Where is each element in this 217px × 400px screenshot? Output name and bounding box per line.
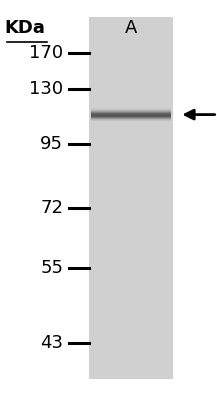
Bar — [91, 116, 171, 117]
Bar — [91, 120, 171, 121]
Text: 72: 72 — [40, 199, 63, 217]
Bar — [91, 109, 171, 110]
Bar — [91, 115, 171, 116]
Bar — [91, 119, 171, 120]
Bar — [91, 112, 171, 113]
Text: 55: 55 — [40, 258, 63, 276]
Bar — [91, 111, 171, 112]
Text: 170: 170 — [29, 44, 63, 62]
Bar — [91, 110, 171, 111]
Bar — [91, 111, 171, 112]
Text: 130: 130 — [29, 80, 63, 98]
Bar — [91, 116, 171, 117]
Text: KDa: KDa — [5, 19, 46, 37]
Text: A: A — [125, 19, 138, 37]
Bar — [91, 112, 171, 113]
Bar — [89, 17, 173, 379]
Bar — [91, 114, 171, 115]
Text: 43: 43 — [40, 334, 63, 352]
Bar — [91, 114, 171, 115]
Bar — [91, 117, 171, 118]
Bar — [91, 113, 171, 114]
Bar — [91, 108, 171, 109]
Bar — [91, 118, 171, 119]
Text: 95: 95 — [40, 135, 63, 153]
Bar — [91, 109, 171, 110]
